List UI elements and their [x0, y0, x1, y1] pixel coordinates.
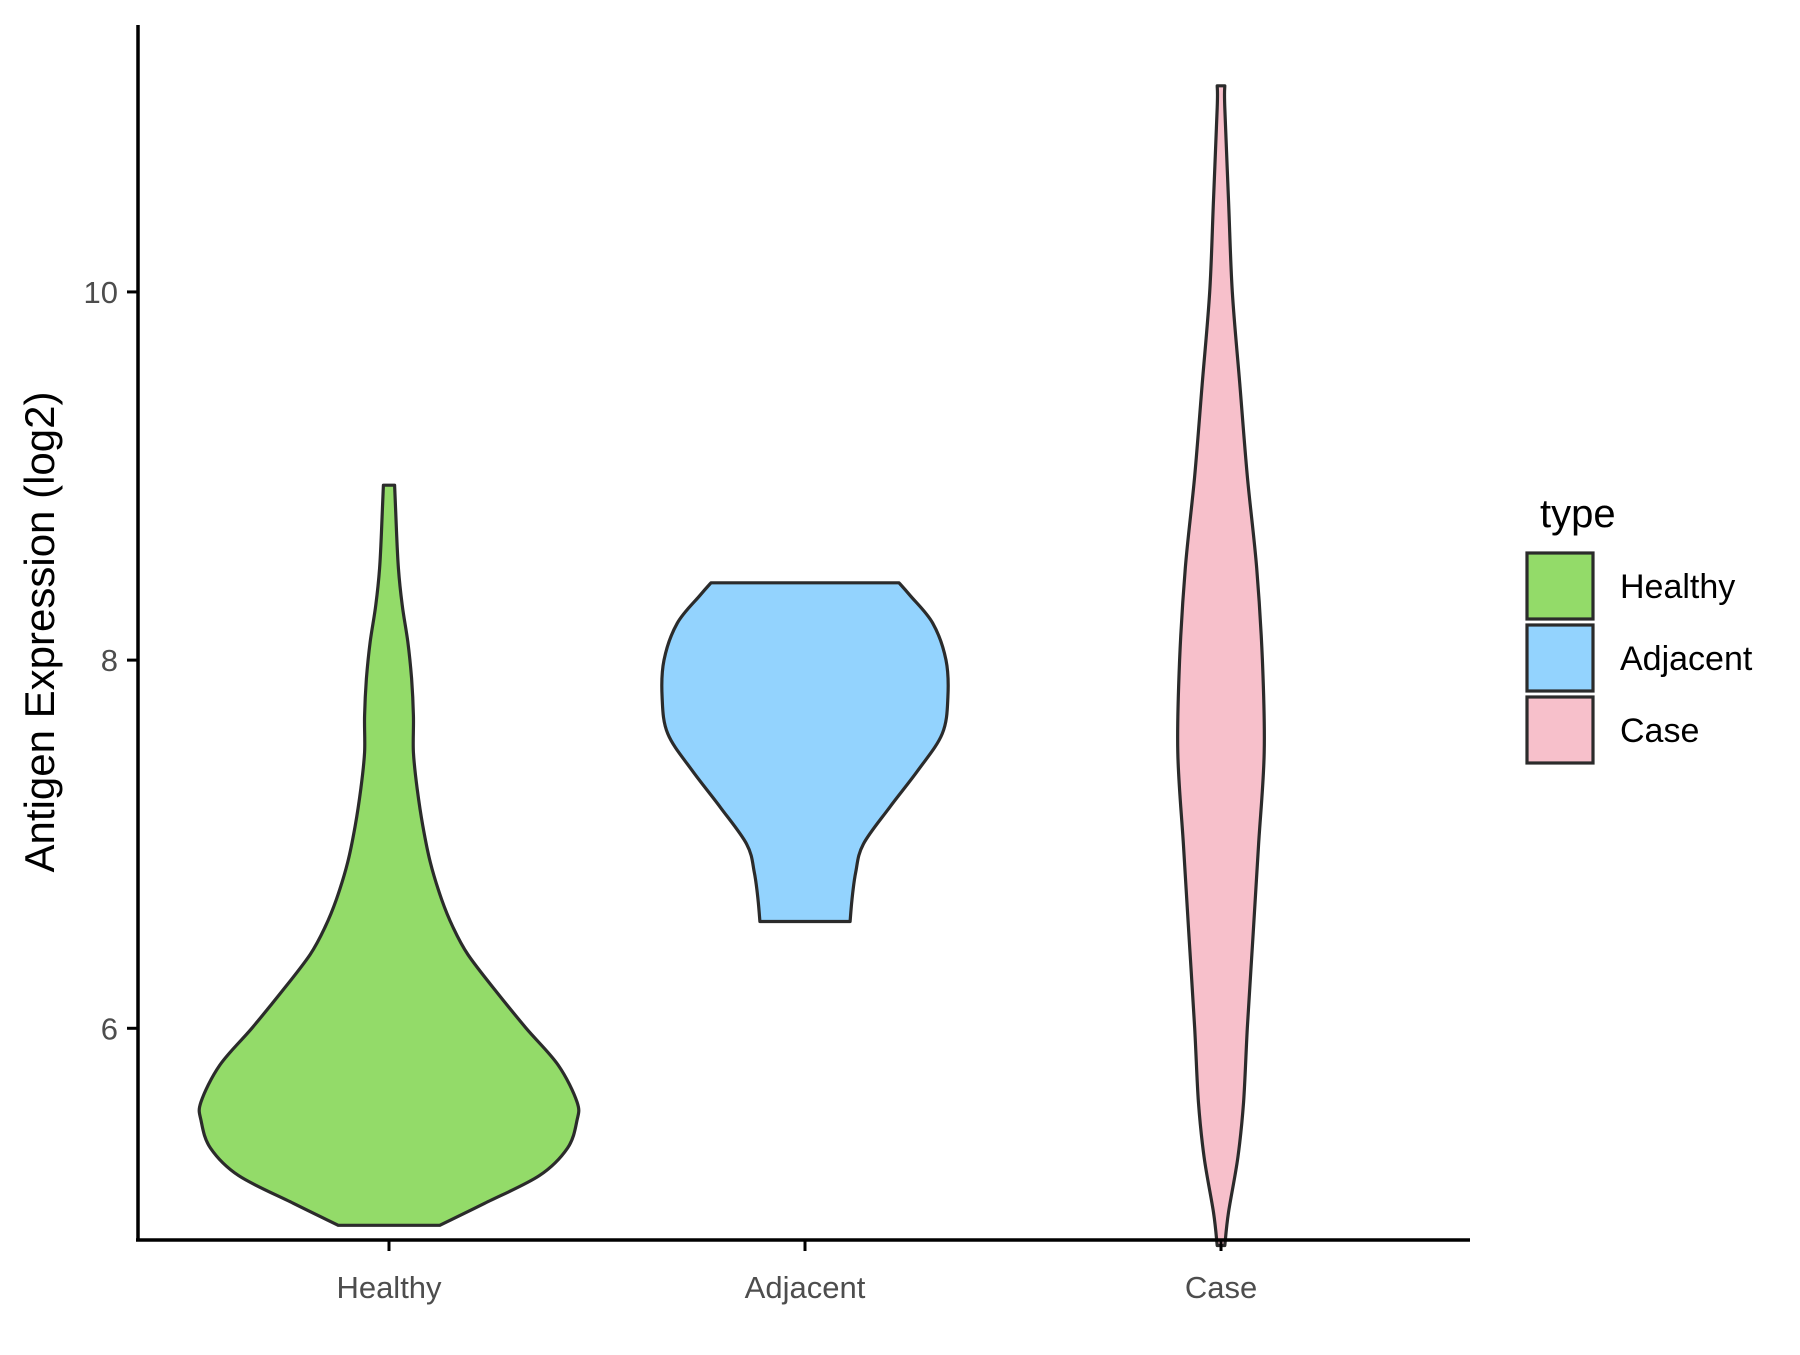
- y-tick-label: 6: [101, 1011, 118, 1046]
- legend-title: type: [1540, 492, 1616, 536]
- legend-key-case: [1525, 695, 1595, 765]
- legend-entries: Healthy Adjacent Case: [1525, 551, 1753, 765]
- x-tick-label-adjacent: Adjacent: [745, 1270, 866, 1305]
- x-tick-label-case: Case: [1185, 1270, 1257, 1305]
- legend-key-adjacent: [1525, 623, 1595, 693]
- y-tick-label: 10: [84, 275, 118, 310]
- y-axis-title: Antigen Expression (log2): [16, 392, 63, 873]
- legend-label-healthy: Healthy: [1620, 568, 1735, 606]
- violin-healthy: [197, 483, 581, 1227]
- violin-case: [1176, 84, 1266, 1248]
- legend-label-adjacent: Adjacent: [1620, 640, 1753, 678]
- violins-layer: [197, 84, 1266, 1248]
- violin-adjacent: [660, 581, 950, 924]
- x-tick-label-healthy: Healthy: [336, 1270, 442, 1305]
- legend-key-healthy: [1525, 551, 1595, 621]
- x-ticks-layer: Healthy Adjacent Case: [336, 1240, 1257, 1305]
- y-tick-label: 8: [101, 643, 118, 678]
- legend-label-case: Case: [1620, 712, 1699, 750]
- y-ticks-layer: 6 8 10: [84, 275, 138, 1046]
- axes-layer: [136, 25, 1470, 1242]
- legend: type Healthy Adjacent Case: [1525, 492, 1753, 765]
